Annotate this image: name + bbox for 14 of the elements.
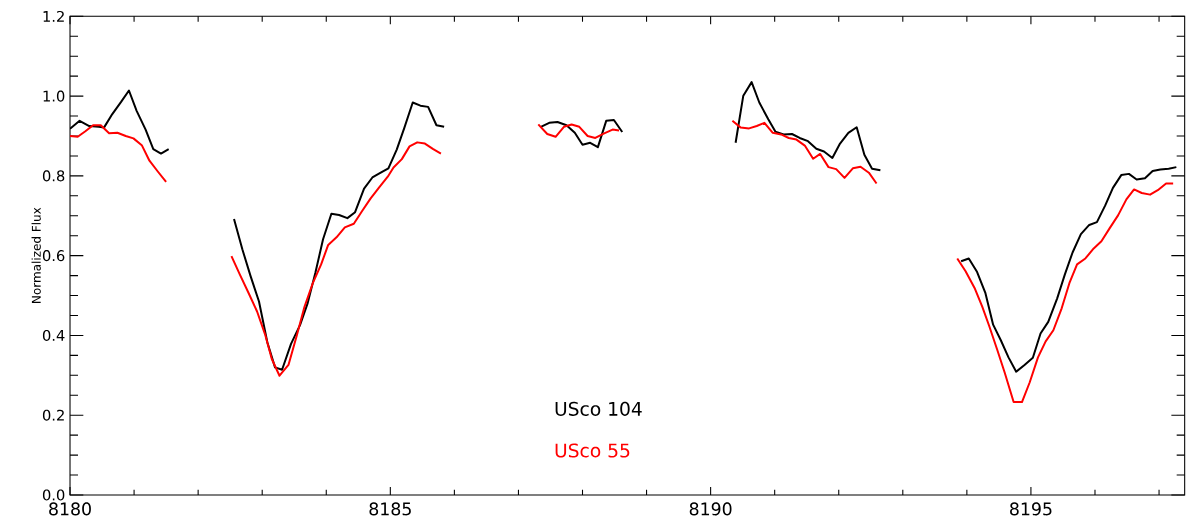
y-tick-label: 0.8 (42, 170, 65, 182)
y-tick-label: 0.0 (42, 489, 65, 501)
y-tick-label: 1.2 (43, 10, 64, 22)
x-tick-label: 8195 (1010, 502, 1052, 516)
text: USco 55 (555, 443, 630, 458)
y-tick-label: 0.6 (42, 250, 65, 262)
y-tick-label: 0.4 (42, 329, 65, 341)
y-tick-label: 1.0 (43, 90, 65, 102)
x-tick-label: 8185 (369, 502, 411, 516)
y-axis-title: Normalized Flux (31, 207, 41, 303)
text: USco 104 (555, 401, 642, 416)
y-tick-label: 0.2 (42, 409, 64, 421)
x-tick-label: 8190 (689, 502, 732, 516)
x-tick-label: 8180 (49, 502, 91, 516)
